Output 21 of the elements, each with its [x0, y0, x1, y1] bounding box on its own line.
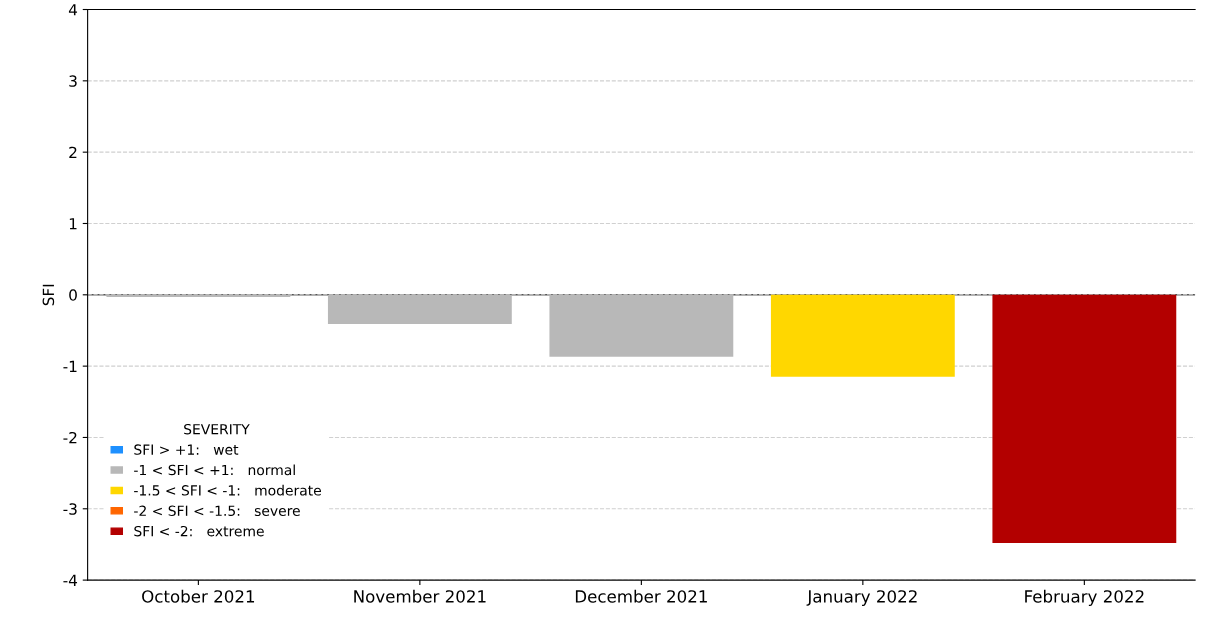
- y-axis-title: SFI: [42, 284, 55, 306]
- legend-label: -1 < SFI < +1: normal: [134, 464, 295, 476]
- y-tick-label: -2: [63, 431, 77, 444]
- x-tick-label: November 2021: [354, 589, 486, 603]
- legend-title: SEVERITY: [184, 423, 250, 435]
- x-tick-label: January 2022: [806, 590, 917, 606]
- x-tick-label: February 2022: [1025, 589, 1144, 606]
- legend-label: SFI < -2: extreme: [134, 525, 264, 537]
- x-tick-label: December 2021: [575, 589, 707, 603]
- y-tick-label: 1: [69, 218, 77, 230]
- y-tick-label: -3: [63, 503, 77, 515]
- y-tick-label: 4: [68, 4, 78, 16]
- x-tick-label: October 2021: [142, 589, 255, 603]
- y-tick-label: 0: [69, 289, 77, 301]
- legend-label: SFI > +1: wet: [134, 444, 239, 455]
- y-tick-label: 2: [69, 146, 77, 158]
- y-tick-label: 3: [69, 75, 77, 87]
- y-tick-label: -1: [63, 360, 77, 372]
- legend-label: -2 < SFI < -1.5: severe: [134, 505, 300, 516]
- y-tick-label: -4: [63, 574, 78, 586]
- legend-label: -1.5 < SFI < -1: moderate: [134, 484, 321, 496]
